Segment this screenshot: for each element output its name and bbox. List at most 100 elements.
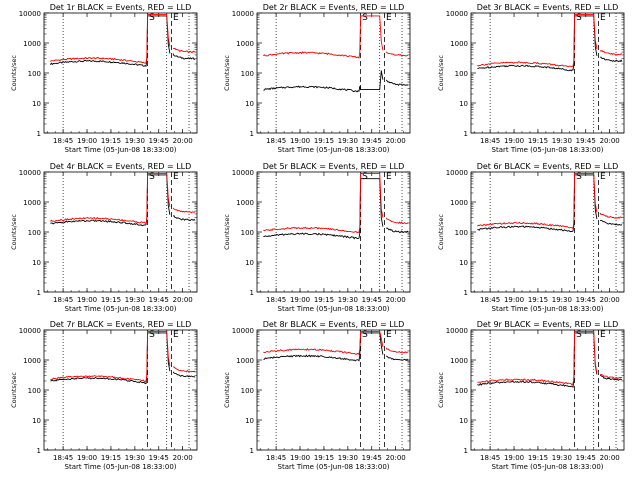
y-tick-label: 1000	[23, 357, 41, 365]
series-line	[50, 15, 171, 67]
x-tick-label: 19:30	[125, 296, 145, 304]
x-tick-label: 19:45	[149, 296, 169, 304]
x-tick-label: 19:15	[528, 296, 548, 304]
y-tick-label: 100	[241, 229, 254, 237]
x-tick-label: 20:00	[173, 296, 193, 304]
y-tick-label: 1	[250, 130, 254, 138]
marker-label: E	[600, 13, 606, 23]
chart-title: Det 6r BLACK = Events, RED = LLD	[477, 162, 619, 171]
series-line	[477, 172, 598, 230]
series-line	[50, 172, 171, 224]
y-tick-label: 1	[464, 130, 468, 138]
chart-panel-det8: Det 8r BLACK = Events, RED = LLD 1 10 100 10…	[223, 320, 411, 471]
marker-label: S	[576, 172, 582, 182]
series-line	[385, 79, 409, 87]
x-tick-label: 20:00	[386, 296, 406, 304]
y-tick-label: 10000	[19, 327, 41, 335]
chart-panel-det5: Det 5r BLACK = Events, RED = LLD 1 10 100 10…	[223, 162, 411, 313]
x-tick-label: 19:45	[576, 454, 596, 462]
x-axis-label: Start Time (05-Jun-08 18:33:00)	[492, 463, 604, 471]
series-line	[263, 15, 384, 59]
series-line	[599, 49, 623, 56]
x-tick-label: 19:15	[101, 137, 121, 145]
x-tick-label: 19:30	[125, 454, 145, 462]
x-tick-label: 18:45	[266, 454, 286, 462]
y-tick-label: 10	[32, 259, 41, 267]
y-tick-label: 10	[32, 100, 41, 108]
x-tick-label: 20:00	[600, 137, 620, 145]
y-axis-label: Counts/sec	[223, 372, 231, 408]
plot-frame	[470, 329, 625, 451]
x-tick-label: 19:45	[362, 137, 382, 145]
marker-label: E	[173, 330, 179, 340]
x-tick-label: 19:30	[338, 137, 358, 145]
plot-frame	[256, 329, 411, 451]
series-line	[385, 347, 409, 354]
x-tick-label: 19:45	[149, 454, 169, 462]
y-tick-label: 1	[464, 447, 468, 455]
marker-label: E	[173, 13, 179, 23]
x-tick-label: 18:45	[480, 137, 500, 145]
x-tick-label: 19:15	[101, 296, 121, 304]
series-line	[477, 330, 598, 386]
chart-panel-det6: Det 6r BLACK = Events, RED = LLD 1 10 100 10…	[437, 162, 625, 313]
x-tick-label: 18:45	[480, 454, 500, 462]
y-tick-label: 10000	[232, 327, 254, 335]
x-tick-label: 19:00	[290, 454, 310, 462]
marker-label: S	[362, 172, 368, 182]
marker-label: E	[386, 330, 392, 340]
series-line	[385, 227, 409, 234]
series-line	[385, 217, 409, 225]
y-axis-label: Counts/sec	[10, 214, 18, 250]
marker-label: S	[149, 330, 155, 340]
chart-title: Det 7r BLACK = Events, RED = LLD	[50, 320, 192, 329]
y-tick-label: 10	[32, 417, 41, 425]
series-line	[172, 371, 196, 378]
x-tick-label: 19:45	[362, 296, 382, 304]
x-axis-label: Start Time (05-Jun-08 18:33:00)	[65, 463, 177, 471]
chart-title: Det 5r BLACK = Events, RED = LLD	[263, 162, 405, 171]
marker-label: S	[149, 13, 155, 23]
x-tick-label: 19:15	[528, 137, 548, 145]
series-line	[477, 13, 598, 68]
chart-panel-det3: Det 3r BLACK = Events, RED = LLD 1 10 100 10…	[437, 3, 625, 154]
marker-label: E	[600, 172, 606, 182]
y-tick-label: 100	[455, 70, 468, 78]
y-tick-label: 10000	[232, 169, 254, 177]
y-tick-label: 1	[464, 289, 468, 297]
y-tick-label: 10	[245, 100, 254, 108]
x-tick-label: 19:15	[101, 454, 121, 462]
marker-label: E	[173, 172, 179, 182]
series-line	[263, 178, 384, 240]
series-line	[263, 172, 384, 234]
x-tick-label: 18:45	[266, 137, 286, 145]
y-tick-label: 1000	[236, 40, 254, 48]
plot-frame	[43, 12, 198, 134]
chart-title: Det 9r BLACK = Events, RED = LLD	[477, 320, 619, 329]
x-axis-label: Start Time (05-Jun-08 18:33:00)	[492, 305, 604, 313]
series-line	[263, 330, 384, 356]
y-tick-label: 1	[37, 447, 41, 455]
y-tick-label: 10	[459, 100, 468, 108]
y-tick-label: 10000	[446, 169, 468, 177]
x-tick-label: 20:00	[600, 454, 620, 462]
x-tick-label: 19:00	[77, 454, 97, 462]
y-tick-label: 10000	[19, 169, 41, 177]
x-tick-label: 19:00	[290, 296, 310, 304]
marker-label: E	[600, 330, 606, 340]
chart-panel-det1: Det 1r BLACK = Events, RED = LLD 1 10 100 10…	[10, 3, 198, 154]
series-line	[50, 332, 171, 385]
y-tick-label: 1000	[236, 199, 254, 207]
y-tick-label: 100	[241, 387, 254, 395]
y-axis-label: Counts/sec	[437, 372, 445, 408]
series-line	[600, 373, 623, 379]
chart-title: Det 3r BLACK = Events, RED = LLD	[477, 3, 619, 12]
series-line	[263, 332, 384, 362]
series-line	[50, 174, 171, 227]
series-line	[172, 207, 196, 214]
x-tick-label: 20:00	[386, 137, 406, 145]
x-axis-label: Start Time (05-Jun-08 18:33:00)	[65, 146, 177, 154]
x-axis-label: Start Time (05-Jun-08 18:33:00)	[278, 463, 390, 471]
y-tick-label: 10	[245, 259, 254, 267]
